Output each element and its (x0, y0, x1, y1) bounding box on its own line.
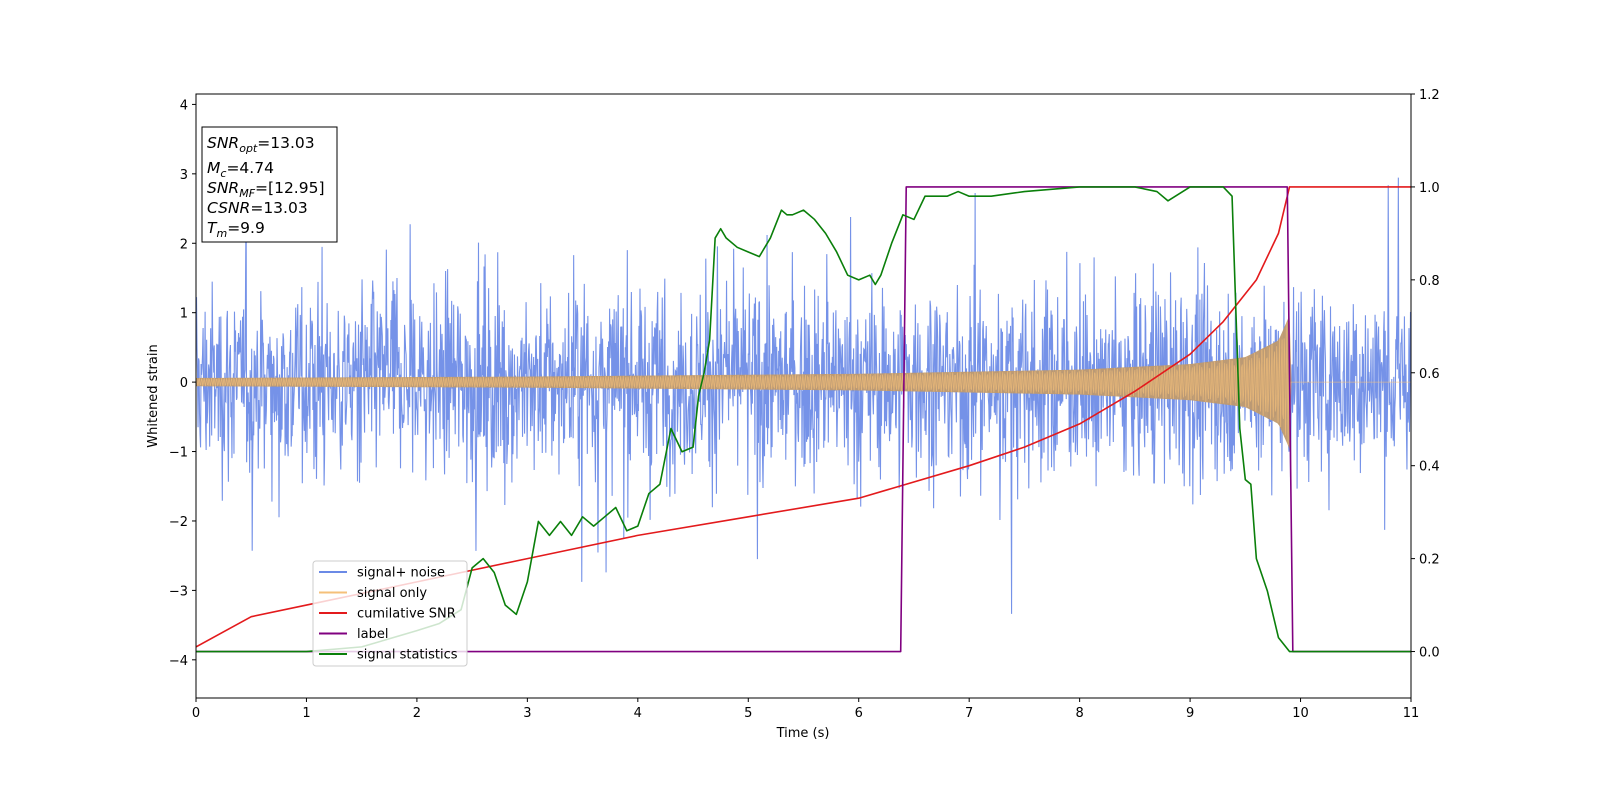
y-left-tick-label: −3 (169, 584, 188, 599)
annotation-line: SNRMF=[12.95] (207, 179, 325, 200)
x-tick-label: 10 (1292, 706, 1309, 721)
x-tick-label: 0 (192, 706, 200, 721)
x-tick-label: 4 (634, 706, 642, 721)
plot-frame (195, 93, 1412, 699)
annotation-line: Mc=4.74 (207, 159, 274, 180)
legend-box (312, 560, 468, 667)
y-right-tick-label: 0.8 (1419, 274, 1440, 289)
x-tick-label: 8 (1075, 706, 1083, 721)
annotation-line: SNRopt=13.03 (207, 134, 315, 155)
y-axis-label: Whitened strain (146, 344, 161, 447)
series-signal-only-wave (196, 320, 1411, 446)
y-left-tick-label: 3 (180, 168, 188, 183)
y-left-tick-label: −4 (169, 654, 188, 669)
series-signal-noise (196, 177, 1411, 614)
legend-label: signal only (357, 586, 427, 601)
x-tick-label: 7 (965, 706, 973, 721)
y-right-tick-label: 0.2 (1419, 553, 1440, 568)
x-tick-label: 5 (744, 706, 752, 721)
x-tick-label: 6 (855, 706, 863, 721)
y-right-tick-label: 1.2 (1419, 88, 1440, 103)
x-tick-label: 1 (302, 706, 310, 721)
stats-annotation-box (201, 126, 338, 243)
annotation-line: CSNR=13.03 (207, 199, 308, 217)
legend-label: cumilative SNR (357, 607, 456, 622)
x-axis-label: Time (s) (776, 726, 830, 741)
x-tick-label: 2 (413, 706, 421, 721)
legend-label: signal+ noise (357, 566, 445, 581)
x-tick-label: 3 (523, 706, 531, 721)
legend-label: label (357, 627, 388, 642)
y-right-tick-label: 0.4 (1419, 460, 1440, 475)
y-right-tick-label: 0.6 (1419, 367, 1440, 382)
y-left-tick-label: 1 (180, 307, 188, 322)
x-tick-label: 11 (1403, 706, 1420, 721)
annotation-line: Tm=9.9 (207, 219, 265, 240)
x-tick-label: 9 (1186, 706, 1194, 721)
y-right-tick-label: 1.0 (1419, 181, 1440, 196)
series-signal-statistics (196, 186, 1411, 653)
legend: signal+ noise signal only cumilative SNR la… (312, 560, 468, 667)
stats-annotation: SNRopt=13.03 Mc=4.74SNRMF=[12.95]CSNR=13.… (201, 126, 338, 243)
legend-label: signal statistics (357, 648, 458, 663)
y-left-tick-label: 0 (180, 376, 188, 391)
y-left-tick-label: −1 (169, 446, 188, 461)
y-left-tick-label: −2 (169, 515, 188, 530)
y-left-tick-label: 2 (180, 237, 188, 252)
y-left-tick-label: 4 (180, 98, 188, 113)
y-right-tick-label: 0.0 (1419, 646, 1440, 661)
